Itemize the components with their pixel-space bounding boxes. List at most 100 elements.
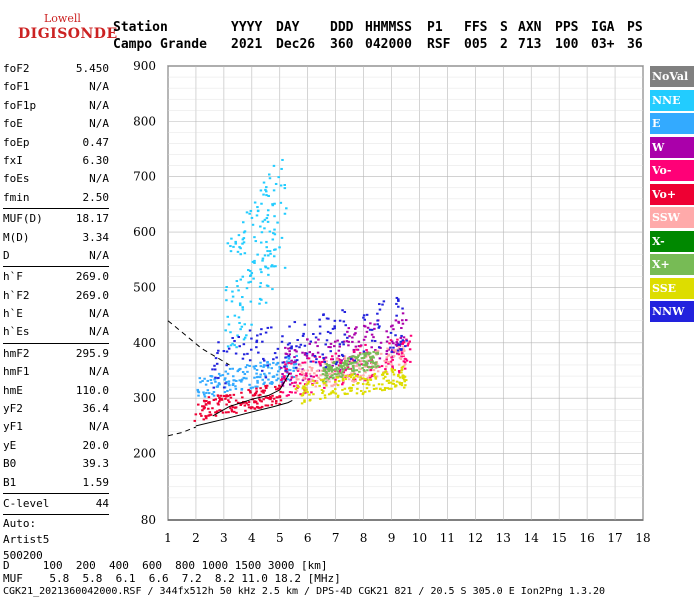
scatter-point [347,344,350,347]
scatter-point [326,364,330,367]
scatter-point [324,383,328,386]
scatter-point [267,366,270,369]
hdr-day-label: DAY [276,20,300,35]
scatter-point [399,357,403,360]
scatter-point [285,353,288,356]
scatter-point [355,348,358,351]
param-key: hmF1 [3,365,30,379]
param-row: foEs N/A [3,170,109,188]
scatter-point [196,390,200,393]
scatter-point [304,391,308,394]
scatter-point [248,212,251,215]
scatter-point [260,369,264,372]
y-tick-label: 700 [133,170,156,184]
scatter-point [341,381,345,384]
scatter-point [290,347,293,350]
scatter-point [329,367,333,370]
scatter-point [260,400,263,403]
scatter-point [295,376,298,379]
scatter-point [234,242,237,245]
scatter-point [326,367,329,370]
scatter-point [338,365,342,368]
hdr-yyyy-value: 2021 [231,37,263,52]
scatter-point [243,323,247,326]
param-group-profile: hmF2 295.9 hmF1 N/A hmE 110.0 yF2 36.4 yF1 N/… [3,345,109,492]
scatter-point [233,410,236,413]
scatter-point [329,372,332,375]
scatter-point [370,362,374,365]
param-row: MUF(D) 18.17 [3,210,109,228]
scatter-point [362,357,365,360]
scatter-point [313,372,316,375]
scatter-point [405,339,408,342]
scatter-point [267,254,270,257]
scatter-point [376,323,379,326]
profile-extrapolation-high [167,320,230,366]
scatter-point [402,350,406,353]
scatter-point [356,348,360,351]
scatter-point [264,404,268,407]
scatter-point [275,356,278,359]
scatter-point [365,349,368,352]
scatter-point [388,387,391,390]
scatter-point [234,387,238,390]
scatter-point [201,405,204,408]
scatter-point [388,342,391,345]
hdr-yyyy-label: YYYY [231,20,263,35]
scatter-point [369,322,372,325]
scatter-point [312,333,315,336]
scatter-point [237,336,241,339]
scatter-point [330,369,334,372]
scatter-point [258,398,261,401]
scatter-point [355,360,358,363]
scatter-point [262,357,265,360]
scatter-point [253,367,256,370]
scatter-point [242,231,246,234]
scatter-point [218,396,221,399]
scatter-point [250,272,254,275]
scatter-point [362,377,365,380]
scatter-point [343,392,346,395]
scatter-point [253,261,256,264]
scatter-point [271,400,274,403]
scatter-point [364,371,367,374]
y-tick-label: 200 [133,447,156,461]
scatter-point [348,360,351,363]
scatter-point [339,364,343,367]
scatter-point [234,399,238,402]
scatter-point [281,158,284,161]
scatter-point [227,347,231,350]
scatter-point [325,363,328,366]
scatter-point [275,388,278,391]
scatter-point [376,312,379,315]
scatter-point [305,388,308,391]
scatter-point [227,411,230,414]
scatter-point [380,389,384,392]
scatter-point [403,364,406,367]
scatter-point [385,358,388,361]
scatter-point [263,372,266,375]
scatter-point [396,348,400,351]
scatter-point [329,392,333,395]
scatter-point [402,341,406,344]
scatter-point [276,361,280,364]
scatter-point [297,378,300,381]
scatter-point [258,285,262,288]
scatter-point [241,242,244,245]
scatter-point [253,400,256,403]
divider [3,208,109,210]
param-key: hmF2 [3,346,30,360]
scatter-point [385,372,389,375]
scatter-point [263,227,266,230]
scatter-point [302,332,305,335]
scatter-point [215,411,219,414]
scatter-point [290,376,294,379]
scatter-point [283,378,287,381]
scatter-point [281,361,284,364]
scatter-point [342,364,345,367]
scatter-point [245,287,249,290]
scatter-point [331,390,335,393]
scatter-point [232,245,235,248]
scatter-point [390,340,394,343]
scatter-point [220,397,223,400]
